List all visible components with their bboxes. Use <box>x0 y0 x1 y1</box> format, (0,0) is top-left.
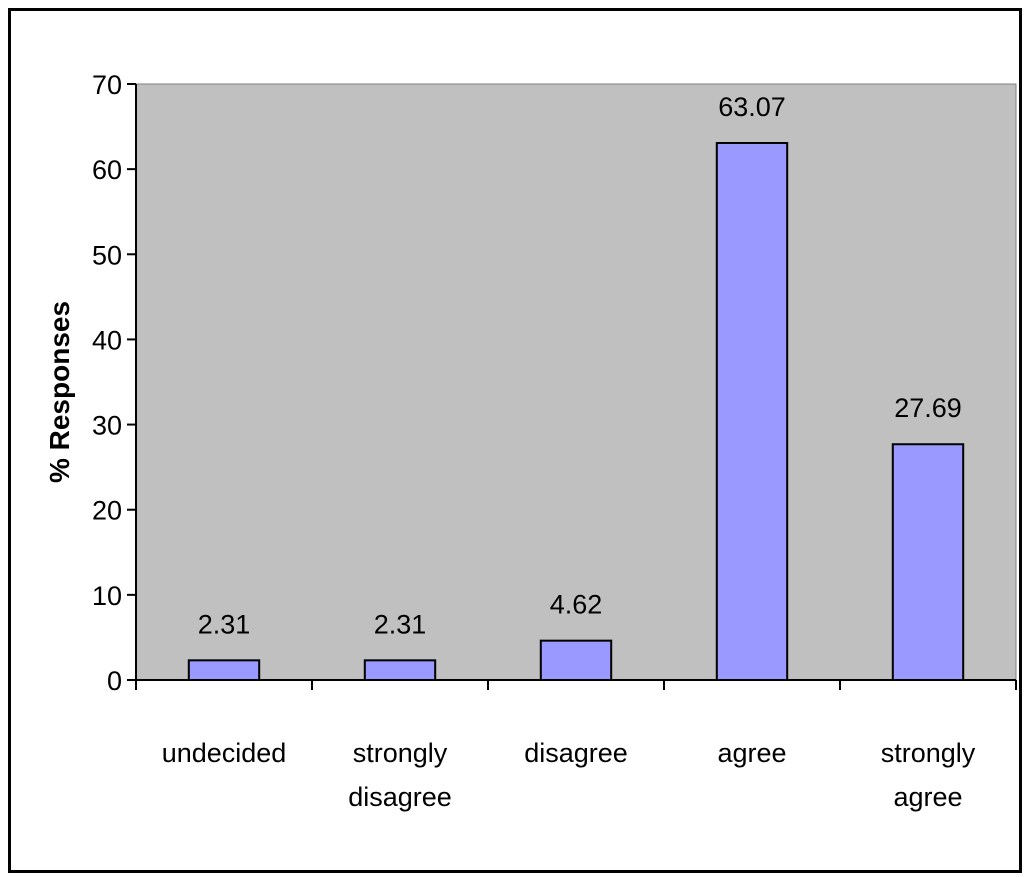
category-label: agree <box>717 738 786 768</box>
bar <box>891 443 965 682</box>
data-labels: 2.31 2.31 4.62 63.07 27.69 <box>198 92 962 639</box>
plot-area <box>135 83 1017 681</box>
data-label: 2.31 <box>198 609 251 639</box>
bar <box>539 639 613 681</box>
y-axis-title: % Responses <box>44 301 75 483</box>
chart-frame: 0 10 20 30 40 50 60 70 2.31 2.31 4.62 63.07 27.69 u… <box>8 8 1022 873</box>
category-label: strongly <box>881 738 976 768</box>
y-tick-label: 70 <box>92 70 122 100</box>
bar <box>363 659 437 681</box>
y-tick-label: 40 <box>92 325 122 355</box>
bar <box>187 659 261 681</box>
bar-chart: 0 10 20 30 40 50 60 70 2.31 2.31 4.62 63.07 27.69 u… <box>44 70 1017 812</box>
y-tick-label: 10 <box>92 581 122 611</box>
y-tick-label: 30 <box>92 411 122 441</box>
x-axis <box>135 679 1017 690</box>
data-label: 63.07 <box>718 92 786 122</box>
category-labels: undecided strongly disagree disagree agree st… <box>162 738 976 812</box>
data-label: 4.62 <box>550 590 603 620</box>
bar <box>715 142 789 681</box>
bars <box>187 142 965 682</box>
category-label: disagree <box>524 738 628 768</box>
y-axis: 0 10 20 30 40 50 60 70 <box>92 70 137 696</box>
data-label: 27.69 <box>894 393 962 423</box>
category-label: agree <box>893 782 962 812</box>
category-label: undecided <box>162 738 287 768</box>
y-tick-label: 0 <box>107 666 122 696</box>
y-tick-label: 60 <box>92 155 122 185</box>
y-tick-label: 20 <box>92 496 122 526</box>
y-tick-label: 50 <box>92 240 122 270</box>
category-label: disagree <box>348 782 452 812</box>
category-label: strongly <box>353 738 448 768</box>
data-label: 2.31 <box>374 609 427 639</box>
